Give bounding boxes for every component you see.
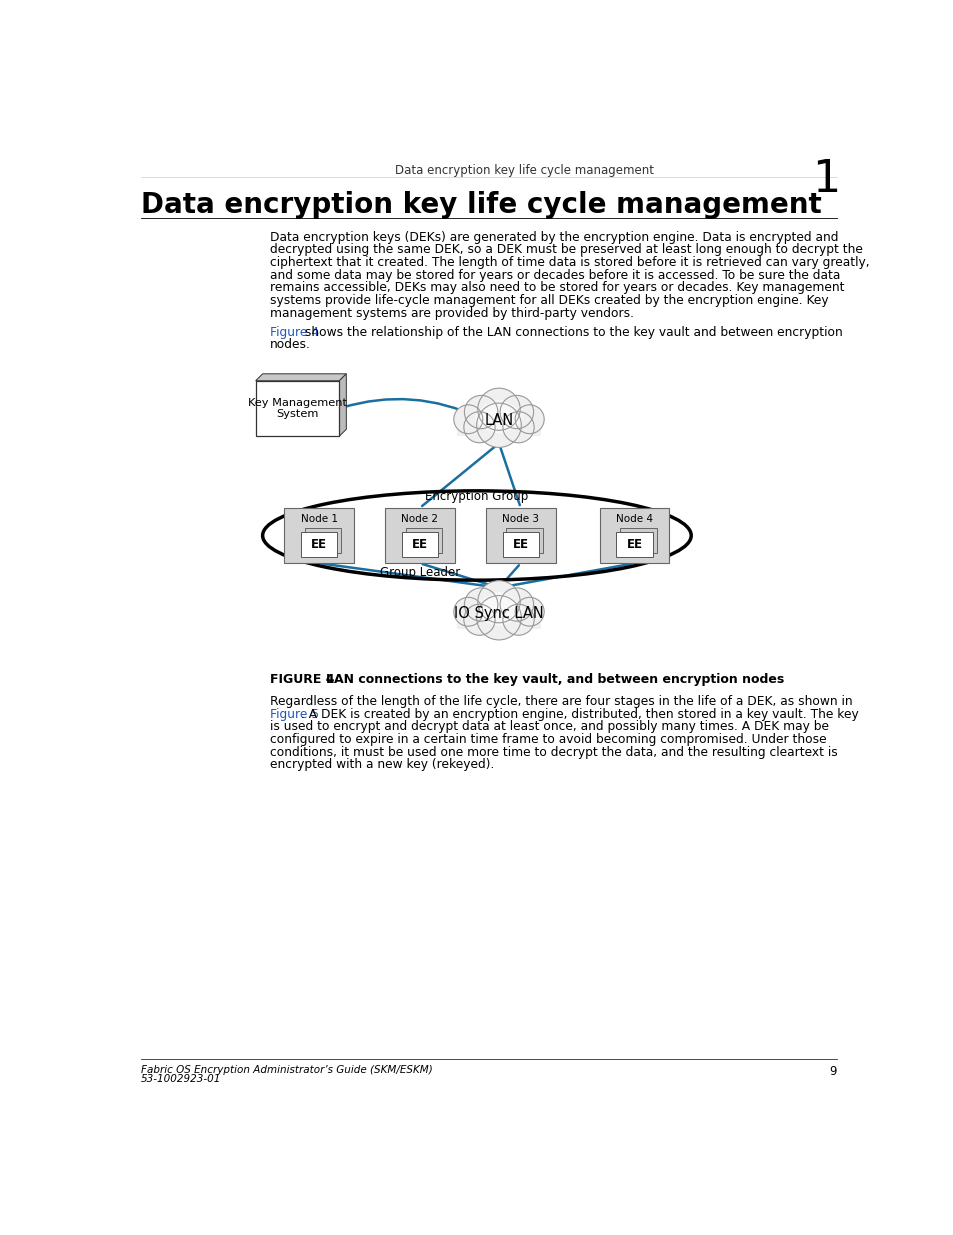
Circle shape — [479, 604, 498, 622]
Circle shape — [475, 409, 492, 426]
Polygon shape — [339, 374, 346, 436]
Circle shape — [476, 595, 520, 640]
Polygon shape — [255, 374, 346, 380]
Text: 1: 1 — [811, 158, 840, 201]
Circle shape — [479, 404, 499, 424]
Text: EE: EE — [412, 537, 428, 551]
Circle shape — [502, 411, 534, 443]
Text: management systems are provided by third-party vendors.: management systems are provided by third… — [270, 306, 634, 320]
Text: 53-1002923-01: 53-1002923-01 — [141, 1073, 221, 1084]
Text: Regardless of the length of the life cycle, there are four stages in the life of: Regardless of the length of the life cyc… — [270, 695, 852, 708]
Circle shape — [485, 408, 512, 433]
Text: Node 2: Node 2 — [401, 514, 438, 524]
Circle shape — [499, 395, 533, 429]
Bar — [506, 527, 542, 553]
Text: FIGURE 4: FIGURE 4 — [270, 673, 335, 687]
Bar — [456, 616, 540, 629]
Text: systems provide life-cycle management for all DEKs created by the encryption eng: systems provide life-cycle management fo… — [270, 294, 828, 308]
Text: Fabric OS Encryption Administrator’s Guide (SKM/ESKM): Fabric OS Encryption Administrator’s Gui… — [141, 1066, 433, 1076]
Circle shape — [463, 411, 495, 443]
Text: Data encryption key life cycle management: Data encryption key life cycle managemen… — [141, 190, 821, 219]
Bar — [456, 424, 540, 436]
Text: nodes.: nodes. — [270, 338, 311, 352]
Text: Encryption Group: Encryption Group — [425, 490, 528, 503]
Circle shape — [464, 588, 497, 621]
Circle shape — [477, 580, 519, 622]
Circle shape — [497, 597, 517, 616]
Circle shape — [479, 412, 498, 431]
Circle shape — [454, 598, 482, 626]
Text: shows the relationship of the LAN connections to the key vault and between encry: shows the relationship of the LAN connec… — [301, 326, 842, 338]
Text: encrypted with a new key (rekeyed).: encrypted with a new key (rekeyed). — [270, 758, 495, 772]
Bar — [619, 527, 656, 553]
Text: Group Leader: Group Leader — [379, 567, 459, 579]
FancyArrowPatch shape — [341, 399, 479, 417]
Text: LAN: LAN — [484, 414, 513, 429]
Text: EE: EE — [512, 537, 528, 551]
Text: Node 4: Node 4 — [616, 514, 653, 524]
Circle shape — [502, 604, 534, 635]
Bar — [255, 380, 339, 436]
Bar — [401, 531, 437, 557]
Text: Key Management
System: Key Management System — [248, 398, 347, 419]
Circle shape — [498, 604, 517, 622]
Circle shape — [486, 400, 511, 425]
Circle shape — [497, 404, 517, 424]
Bar — [502, 531, 538, 557]
Circle shape — [505, 601, 522, 619]
Text: Data encryption keys (DEKs) are generated by the encryption engine. Data is encr: Data encryption keys (DEKs) are generate… — [270, 231, 838, 243]
Text: Node 1: Node 1 — [300, 514, 337, 524]
Circle shape — [515, 598, 543, 626]
Text: and some data may be stored for years or decades before it is accessed. To be su: and some data may be stored for years or… — [270, 269, 840, 282]
FancyArrowPatch shape — [422, 564, 496, 587]
Text: LAN connections to the key vault, and between encryption nodes: LAN connections to the key vault, and be… — [326, 673, 783, 687]
Bar — [385, 508, 455, 563]
FancyArrowPatch shape — [501, 563, 631, 587]
Text: Node 3: Node 3 — [501, 514, 538, 524]
Text: . A DEK is created by an encryption engine, distributed, then stored in a key va: . A DEK is created by an encryption engi… — [301, 708, 859, 720]
Text: remains accessible, DEKs may also need to be stored for years or decades. Key ma: remains accessible, DEKs may also need t… — [270, 282, 844, 294]
Bar — [305, 527, 341, 553]
Bar — [485, 508, 555, 563]
Bar — [616, 531, 652, 557]
FancyArrowPatch shape — [500, 566, 518, 585]
Circle shape — [486, 592, 511, 618]
Text: Data encryption key life cycle management: Data encryption key life cycle managemen… — [395, 164, 654, 178]
Circle shape — [485, 599, 512, 626]
FancyArrowPatch shape — [499, 446, 519, 505]
FancyArrowPatch shape — [321, 563, 496, 588]
Circle shape — [505, 409, 522, 426]
Bar — [599, 508, 669, 563]
Circle shape — [476, 403, 520, 447]
Text: is used to encrypt and decrypt data at least once, and possibly many times. A DE: is used to encrypt and decrypt data at l… — [270, 720, 828, 734]
Circle shape — [499, 588, 533, 621]
Text: Figure 4: Figure 4 — [270, 326, 319, 338]
Circle shape — [498, 412, 517, 431]
Circle shape — [515, 405, 543, 433]
Circle shape — [454, 405, 482, 433]
Bar — [284, 508, 354, 563]
Bar — [301, 531, 337, 557]
Circle shape — [463, 604, 495, 635]
Text: Figure 5: Figure 5 — [270, 708, 319, 720]
Text: EE: EE — [311, 537, 327, 551]
Text: conditions, it must be used one more time to decrypt the data, and the resulting: conditions, it must be used one more tim… — [270, 746, 838, 758]
Circle shape — [477, 388, 519, 430]
Bar — [405, 527, 441, 553]
Circle shape — [479, 597, 499, 616]
Text: IO Sync LAN: IO Sync LAN — [454, 606, 543, 621]
Text: 9: 9 — [828, 1066, 836, 1078]
Circle shape — [475, 601, 492, 619]
FancyArrowPatch shape — [421, 445, 497, 506]
Text: configured to expire in a certain time frame to avoid becoming compromised. Unde: configured to expire in a certain time f… — [270, 734, 826, 746]
Text: EE: EE — [626, 537, 642, 551]
Circle shape — [464, 395, 497, 429]
Text: ciphertext that it created. The length of time data is stored before it is retri: ciphertext that it created. The length o… — [270, 256, 869, 269]
Text: decrypted using the same DEK, so a DEK must be preserved at least long enough to: decrypted using the same DEK, so a DEK m… — [270, 243, 862, 257]
